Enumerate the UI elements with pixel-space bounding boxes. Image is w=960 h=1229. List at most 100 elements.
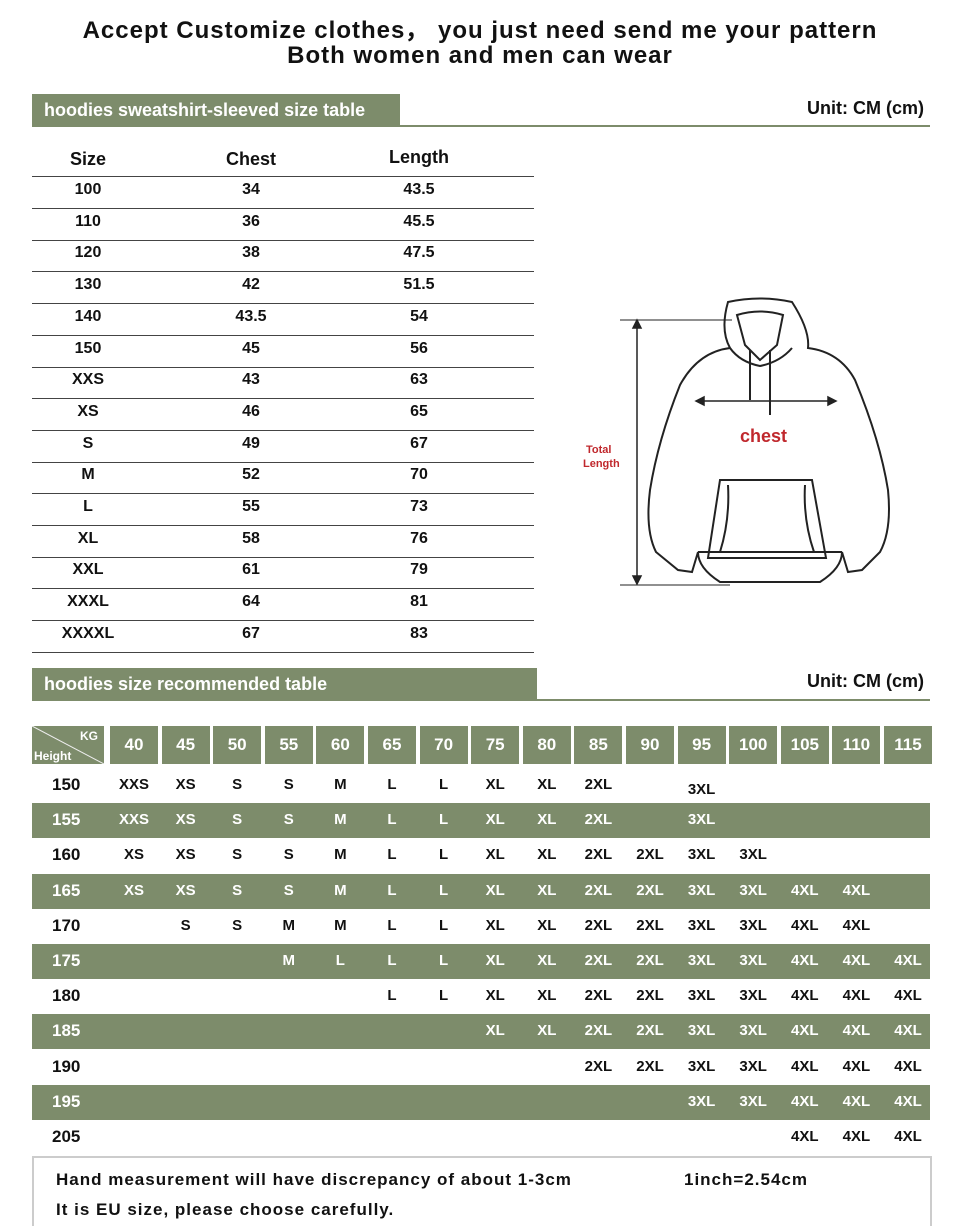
size-recommendation-cell: 4XL [842,1057,871,1075]
size-recommendation-cell: L [387,881,397,899]
size-recommendation-cell: L [335,952,345,969]
weight-header: 40 [110,726,158,764]
size-table-row: XXL 61 79 [32,557,534,590]
size-table-row: S 49 67 [32,431,534,463]
size-recommendation-cell: XL [537,916,557,934]
length-cell: 67 [410,434,428,452]
rec-table-title: hoodies size recommended table [32,668,537,700]
weight-header: 45 [161,726,210,764]
rec-table-unit: Unit: CM (cm) [807,671,924,691]
chest-cell: 45 [242,339,260,357]
divider [32,176,534,177]
chest-cell: 64 [242,593,260,611]
size-recommendation-cell: L [387,987,397,1005]
length-cell: 63 [410,371,428,389]
size-recommendation-cell: 2XL [584,1022,613,1040]
size-recommendation-cell: S [232,916,243,934]
height-cell: 155 [52,810,81,830]
size-table-row: 120 38 47.5 [32,240,534,273]
chest-cell: 43 [242,371,260,389]
size-recommendation-cell: XL [537,846,557,864]
size-recommendation-cell: XL [485,776,505,793]
size-recommendation-cell: XL [485,881,505,899]
size-recommendation-cell: 2XL [584,987,613,1005]
size-recommendation-cell: 4XL [791,1092,819,1110]
size-recommendation-cell: 4XL [894,1092,922,1110]
size-recommendation-cell: S [232,846,243,864]
col-header-size: Size [69,149,107,169]
height-label: Height [34,749,72,763]
size-cell: 150 [74,339,102,357]
size-recommendation-cell: XL [537,1022,557,1040]
size-recommendation-cell: S [283,776,294,793]
size-recommendation-cell: 3XL [687,1022,716,1040]
chest-cell: 49 [242,434,260,452]
size-recommendation-cell: L [387,776,397,793]
height-cell: 205 [52,1127,81,1146]
note-box: Hand measurement will have discrepancy o… [32,1156,932,1226]
size-recommendation-cell: L [439,881,449,899]
size-cell: XXXL [67,593,109,611]
size-recommendation-cell: M [282,916,296,934]
rec-table-row: 155 XXS XS S S M L L XL XL 2XL 3XL [32,803,930,839]
weight-header: 85 [574,726,623,764]
chest-cell: 38 [242,244,260,262]
size-recommendation-cell: S [283,846,294,864]
size-recommendation-cell: 4XL [842,881,871,899]
total-length-label: Length [583,458,620,470]
size-recommendation-cell: XL [537,987,557,1005]
hoodie-diagram: chest Total Length [583,297,890,586]
rec-table-row: 195 3XL 3XL 4XL 4XL 4XL [32,1084,930,1120]
length-cell: 47.5 [403,244,435,262]
size-recommendation-cell: 3XL [687,952,716,969]
size-cell: XXXXL [61,624,115,642]
size-cell: L [83,498,93,515]
size-cell: M [81,466,95,484]
size-recommendation-cell: L [439,846,449,864]
chest-cell: 46 [242,402,260,420]
size-recommendation-cell: L [439,916,449,934]
size-cell: XL [77,529,99,547]
weight-header: 75 [471,726,520,764]
size-table-row: M 52 70 [32,462,534,495]
size-recommendation-cell: L [439,952,449,969]
size-recommendation-cell: 4XL [791,881,819,899]
size-recommendation-cell: 4XL [791,1057,819,1075]
size-recommendation-cell: S [283,811,294,829]
size-recommendation-cell: 4XL [842,987,871,1005]
weight-header: 115 [884,726,932,764]
size-recommendation-cell: XL [537,811,557,829]
note-conversion: 1inch=2.54cm [684,1170,808,1189]
size-recommendation-cell: 3XL [739,1092,767,1110]
size-recommendation-cell: 2XL [584,916,613,934]
size-table-row: XXXXL 67 83 [32,621,534,653]
size-recommendation-cell: M [334,811,347,829]
size-recommendation-cell: XL [537,952,557,969]
weight-header: 110 [832,726,881,764]
size-cell: XXL [72,561,104,579]
weight-header: 100 [729,726,778,764]
size-recommendation-cell: XL [485,916,505,934]
size-recommendation-cell: 4XL [842,916,871,934]
size-table-row: 100 34 43.5 [32,177,534,209]
divider [32,699,930,701]
size-recommendation-cell: 4XL [842,1092,871,1110]
size-recommendation-cell: 4XL [842,1128,871,1145]
size-recommendation-cell: 4XL [791,1022,819,1040]
table-corner-header: KG Height [32,726,104,764]
size-recommendation-cell: 3XL [687,916,716,934]
subheadline: Both women and men can wear [287,42,673,69]
size-recommendation-cell: 4XL [791,987,819,1005]
size-recommendation-cell: 2XL [584,881,613,899]
size-recommendation-cell: M [282,952,296,969]
chest-cell: 42 [242,276,260,294]
length-cell: 81 [410,593,428,611]
rec-table-row: 205 4XL 4XL 4XL [32,1120,930,1155]
chest-cell: 67 [242,624,260,642]
size-recommendation-cell: XXS [118,776,149,793]
size-recommendation-cell: XS [175,881,196,899]
length-cell: 79 [410,561,428,579]
size-recommendation-cell: L [439,811,449,829]
kg-label: KG [80,729,98,743]
